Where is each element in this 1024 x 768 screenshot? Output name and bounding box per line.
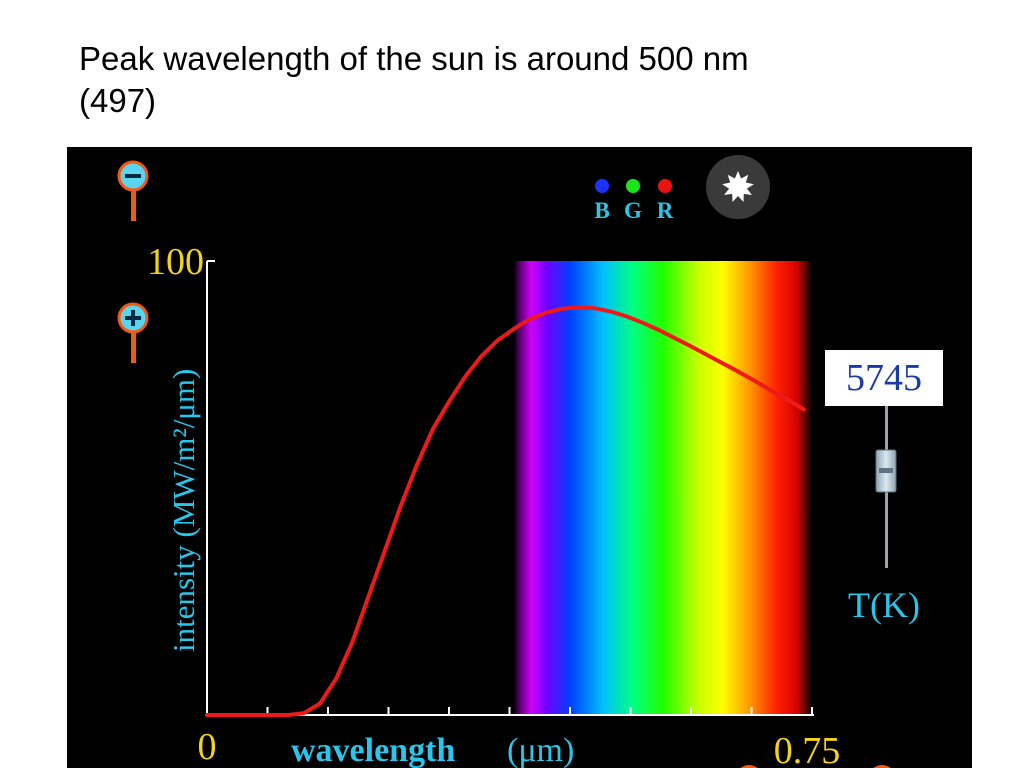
temperature-slider[interactable] xyxy=(875,406,897,568)
slider-handle-grip xyxy=(879,468,893,473)
increase-knob-icon xyxy=(873,765,891,768)
zoom-out-button[interactable] xyxy=(117,160,149,221)
minus-magnifier-icon xyxy=(117,160,149,221)
x-tick-label-0-75: 0.75 xyxy=(774,730,841,768)
bgr-indicator: B G R xyxy=(594,179,674,223)
chart-axes xyxy=(206,260,814,716)
green-dot xyxy=(626,179,640,193)
blackbody-simulation: 100 0 0.75 wavelength (μm) intensity (MW… xyxy=(67,147,972,768)
slide-title: Peak wavelength of the sun is around 500… xyxy=(79,38,979,122)
x-axis-unit: (μm) xyxy=(507,732,574,768)
bottom-control-partial[interactable] xyxy=(735,765,896,768)
star-toggle-button[interactable] xyxy=(706,155,770,219)
x-axis-label: wavelength xyxy=(291,732,455,768)
slide-title-line-2: (497) xyxy=(79,82,157,119)
bgr-label-r: R xyxy=(657,198,674,223)
zoom-in-button[interactable] xyxy=(117,302,149,363)
red-dot xyxy=(658,179,672,193)
plus-magnifier-icon xyxy=(117,302,149,363)
visible-spectrum-band xyxy=(513,261,812,715)
slide-title-line-1: Peak wavelength of the sun is around 500… xyxy=(79,40,749,77)
series-line-intensity xyxy=(205,305,806,717)
y-axis-label: intensity (MW/m²/μm) xyxy=(166,369,201,652)
decrease-knob-icon xyxy=(740,765,758,768)
y-tick-label-100: 100 xyxy=(147,241,204,283)
temperature-value: 5745 xyxy=(846,357,922,399)
blue-dot xyxy=(595,179,609,193)
x-axis-label-text: wavelength xyxy=(291,732,455,768)
bgr-label-g: G xyxy=(624,198,642,223)
temperature-unit-label: T(K) xyxy=(848,585,920,625)
x-tick-label-0: 0 xyxy=(198,726,217,768)
bgr-label-b: B xyxy=(594,198,609,223)
star-burst-icon xyxy=(722,171,754,202)
temperature-display: 5745 xyxy=(825,350,943,406)
blackbody-chart: 100 0 0.75 wavelength (μm) intensity (MW… xyxy=(117,155,943,768)
